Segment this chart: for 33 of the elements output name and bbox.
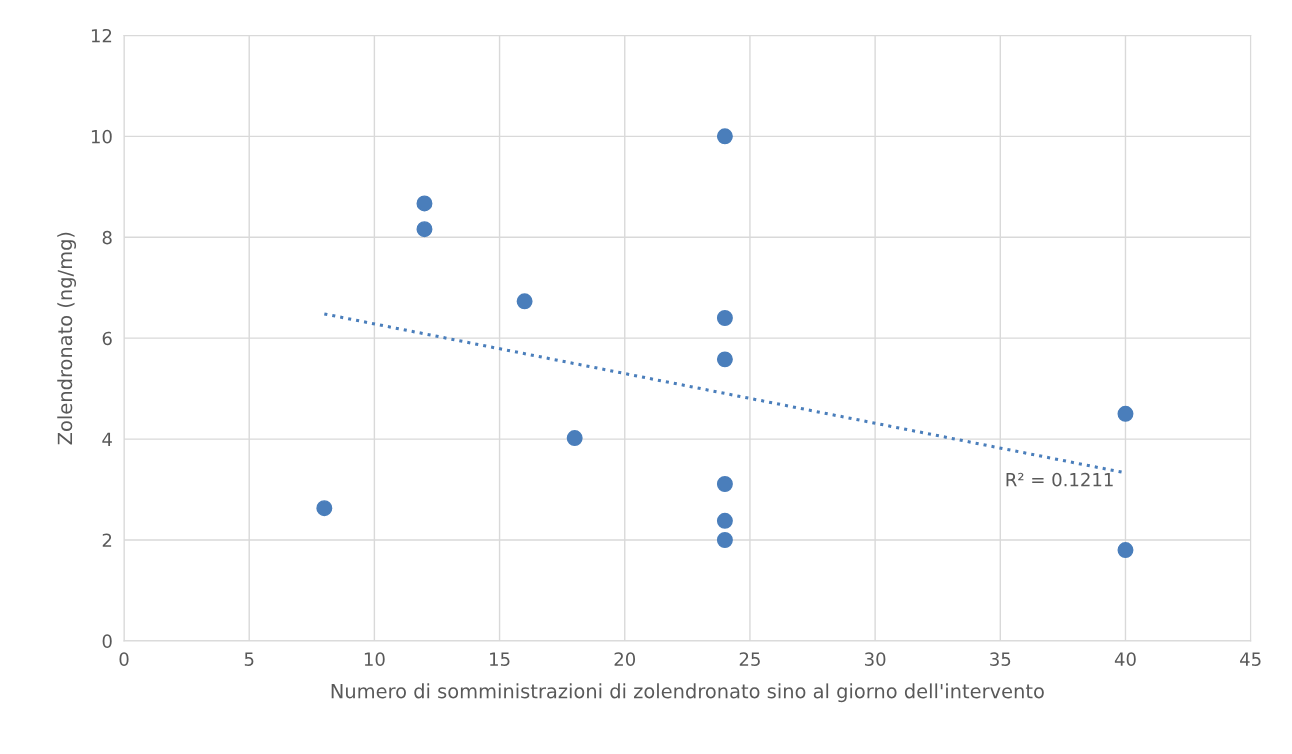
y-axis-title: Zolendronato (ng/mg) [57,232,77,445]
point [716,128,733,145]
x-tick-label: 30 [865,652,886,666]
x-tick-label: 45 [1240,652,1261,666]
point [516,293,533,310]
x-tick-label: 10 [364,652,385,666]
y-tick-label: 8 [102,230,112,245]
point [1117,405,1134,422]
point [316,500,333,517]
y-tick-label: 0 [102,634,112,649]
x-tick-label: 40 [1114,652,1136,666]
point [716,476,733,492]
y-tick-label: 12 [91,28,112,43]
x-tick-label: 5 [244,652,254,666]
x-tick-label: 0 [119,652,129,666]
x-axis-title: Numero di somministrazioni di zolendronato sino al giorno dell'intervento [331,683,1044,703]
x-tick-label: 15 [490,652,510,666]
annotation: R² = 0.1211 [1006,472,1113,487]
point [716,351,733,368]
y-tick-label: 6 [102,331,112,346]
y-tick-label: 2 [102,533,112,547]
point [566,430,583,447]
point [716,512,733,529]
point [416,195,433,212]
point [716,310,733,326]
x-tick-label: 25 [739,652,760,666]
point [1117,542,1134,559]
x-tick-label: 35 [990,652,1011,666]
x-tick-label: 20 [614,652,636,666]
point [416,221,433,238]
y-tick-label: 4 [102,432,112,446]
point [716,532,733,548]
y-tick-label: 10 [91,129,112,144]
